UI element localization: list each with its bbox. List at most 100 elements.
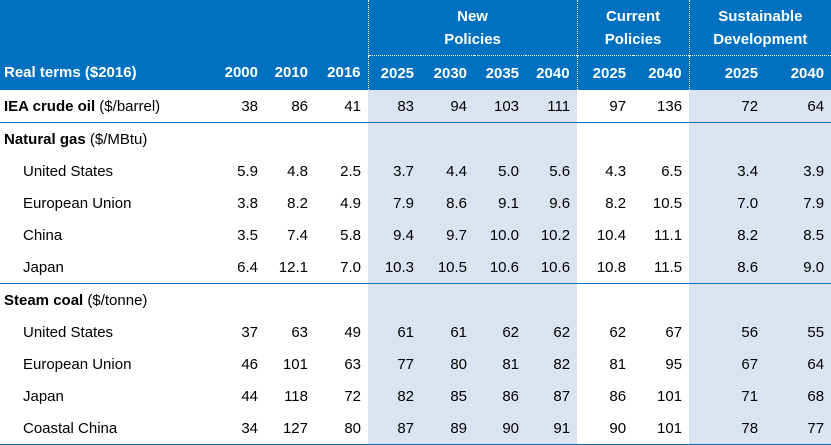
row-label-header: Real terms ($2016) bbox=[0, 55, 212, 90]
value-cell: 63 bbox=[291, 323, 308, 341]
value-cell: 85 bbox=[421, 380, 475, 412]
value-cell: 7.9 bbox=[368, 187, 422, 219]
year-header-cell: 2025 bbox=[688, 55, 766, 90]
value-cell: 11.1 bbox=[653, 226, 683, 244]
value-cell: 38 bbox=[212, 90, 265, 123]
value-cell: 90 bbox=[474, 412, 527, 445]
value-cell: 44 bbox=[241, 387, 258, 405]
row-label: United States bbox=[23, 162, 114, 180]
value-cell: 4.9 bbox=[340, 194, 362, 212]
value-cell: 4.3 bbox=[605, 162, 627, 180]
value-cell: 136 bbox=[633, 90, 690, 123]
value-cell: 87 bbox=[368, 412, 422, 445]
value-cell: 8.5 bbox=[765, 219, 831, 251]
value-cell: 80 bbox=[421, 348, 475, 380]
value-cell: 118 bbox=[284, 387, 308, 405]
year-header-cell: 2016 bbox=[315, 55, 369, 90]
value-cell: 9.0 bbox=[765, 251, 831, 284]
value-cell: 6.4 bbox=[212, 251, 265, 284]
value-cell: 10.5 bbox=[652, 194, 683, 212]
value-cell: 8.2 bbox=[689, 219, 766, 251]
value-cell: 41 bbox=[315, 90, 369, 123]
section-title-unit: ($/MBtu) bbox=[85, 130, 148, 148]
year-header-cell: 2025 bbox=[576, 55, 634, 90]
table-row: Japan 44 118 72 82 85 86 87 86 101 71 68 bbox=[0, 380, 831, 412]
value-cell: 72 bbox=[689, 90, 766, 123]
value-cell: 5.8 bbox=[340, 226, 362, 244]
year-header-cell: 2040 bbox=[526, 55, 578, 90]
value-cell: 94 bbox=[421, 90, 475, 123]
value-cell: 5.6 bbox=[526, 155, 578, 187]
value-cell: 71 bbox=[689, 380, 766, 412]
value-cell: 3.9 bbox=[765, 155, 831, 187]
value-cell: 87 bbox=[526, 380, 578, 412]
value-cell: 10.4 bbox=[596, 226, 627, 244]
value-cell: 67 bbox=[689, 348, 766, 380]
value-cell: 68 bbox=[765, 380, 831, 412]
value-cell: 62 bbox=[474, 316, 527, 348]
value-cell: 4.4 bbox=[421, 155, 475, 187]
value-cell: 62 bbox=[526, 316, 578, 348]
value-cell: 10.0 bbox=[474, 219, 527, 251]
section-title: Natural gas ($/MBtu) bbox=[0, 123, 212, 156]
section-header-row: IEA crude oil ($/barrel) 38 86 41 83 94 103 111… bbox=[0, 90, 831, 123]
value-cell: 7.0 bbox=[315, 251, 369, 284]
value-cell: 89 bbox=[421, 412, 475, 445]
value-cell: 78 bbox=[689, 412, 766, 445]
value-cell: 8.6 bbox=[421, 187, 475, 219]
value-cell: 37 bbox=[241, 323, 258, 341]
value-cell: 55 bbox=[765, 316, 831, 348]
value-cell: 77 bbox=[368, 348, 422, 380]
value-cell: 3.4 bbox=[689, 155, 766, 187]
section-title-bold: Steam coal bbox=[4, 291, 84, 309]
value-cell: 72 bbox=[344, 387, 362, 405]
value-cell: 83 bbox=[368, 90, 422, 123]
value-cell: 5.9 bbox=[237, 162, 258, 180]
value-cell: 80 bbox=[315, 412, 369, 445]
value-cell: 8.6 bbox=[689, 251, 766, 284]
value-cell: 86 bbox=[265, 90, 315, 123]
section-header-row: Steam coal ($/tonne) bbox=[0, 283, 831, 316]
value-cell: 103 bbox=[474, 90, 527, 123]
table-body: IEA crude oil ($/barrel) 38 86 41 83 94 103 111… bbox=[0, 90, 831, 445]
value-cell: 101 bbox=[282, 355, 308, 373]
value-cell: 10.2 bbox=[526, 219, 578, 251]
value-cell: 7.4 bbox=[287, 226, 308, 244]
year-header-cell: 2025 bbox=[367, 55, 422, 90]
section-header-row: Natural gas ($/MBtu) bbox=[0, 122, 831, 156]
table-row: United States 5.9 4.8 2.5 3.7 4.4 5.0 5.6 4.3 6.5… bbox=[0, 155, 831, 187]
value-cell: 62 bbox=[609, 323, 627, 341]
group-sustainable-development: Sustainable Development bbox=[688, 0, 831, 56]
value-cell: 64 bbox=[765, 90, 831, 123]
value-cell: 101 bbox=[657, 387, 683, 405]
value-cell: 82 bbox=[368, 380, 422, 412]
value-cell: 95 bbox=[665, 355, 683, 373]
section-title-unit: ($/barrel) bbox=[95, 97, 161, 115]
value-cell: 81 bbox=[609, 355, 627, 373]
table-row: Coastal China 34 127 80 87 89 90 91 90 101 78 77 bbox=[0, 412, 831, 445]
value-cell: 77 bbox=[765, 412, 831, 445]
row-label: European Union bbox=[23, 355, 132, 373]
value-cell: 61 bbox=[421, 316, 475, 348]
value-cell: 8.2 bbox=[605, 194, 627, 212]
year-header-cell: 2040 bbox=[633, 55, 690, 90]
value-cell: 9.7 bbox=[421, 219, 475, 251]
value-cell: 12.1 bbox=[265, 251, 315, 284]
value-cell: 111 bbox=[526, 90, 578, 123]
value-cell: 86 bbox=[474, 380, 527, 412]
table-row: United States 37 63 49 61 61 62 62 62 67 56 55 bbox=[0, 316, 831, 348]
table-row: Japan 6.4 12.1 7.0 10.3 10.5 10.6 10.6 10.8 11.5 8… bbox=[0, 251, 831, 284]
value-cell: 46 bbox=[241, 355, 258, 373]
row-label: Japan bbox=[0, 251, 212, 284]
value-cell: 127 bbox=[265, 412, 315, 445]
year-header-cell: 2030 bbox=[421, 55, 475, 90]
year-header-cell: 2040 bbox=[765, 55, 831, 90]
value-cell: 90 bbox=[577, 412, 634, 445]
value-cell: 8.2 bbox=[287, 194, 308, 212]
year-header-cell: 2035 bbox=[474, 55, 527, 90]
value-cell: 91 bbox=[526, 412, 578, 445]
value-cell: 4.8 bbox=[287, 162, 308, 180]
value-cell: 82 bbox=[526, 348, 578, 380]
section-title-unit: ($/tonne) bbox=[83, 291, 148, 309]
group-new-policies: New Policies bbox=[367, 0, 578, 56]
